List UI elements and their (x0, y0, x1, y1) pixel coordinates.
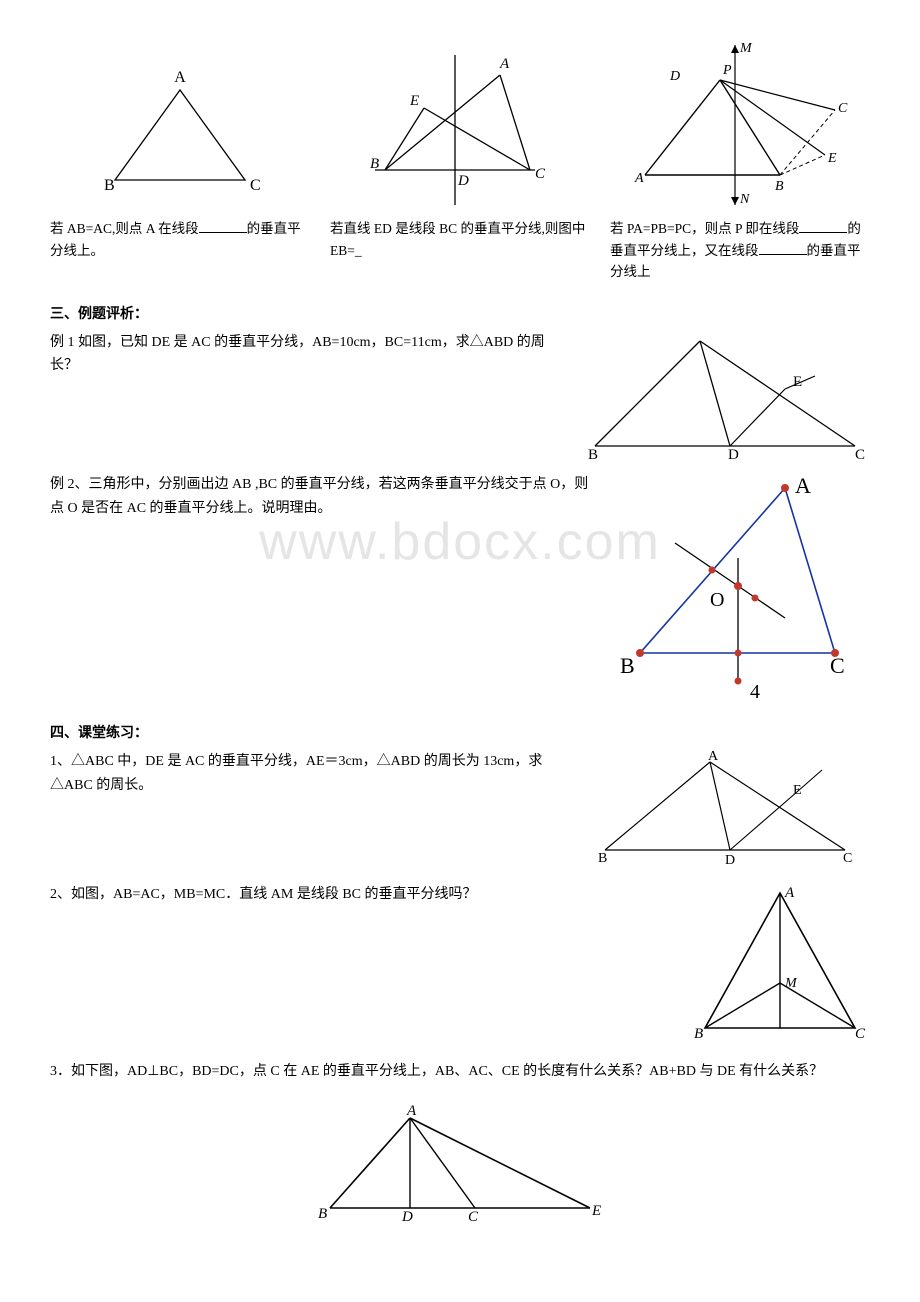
practice-3-text: 3．如下图，AD⊥BC，BD=DC，点 C 在 AE 的垂直平分线上，AB、AC… (50, 1060, 870, 1084)
q1-label-B: B (598, 851, 607, 866)
q2-label-C: C (855, 1026, 866, 1042)
example-1-row: 例 1 如图，已知 DE 是 AC 的垂直平分线，AB=10cm，BC=11cm… (50, 331, 870, 470)
fig3-label-P: P (722, 63, 732, 78)
fig3-blank-2 (759, 240, 807, 255)
example-1-svg: B D C E (580, 331, 870, 461)
practice-2-svg: A B C M (690, 883, 870, 1043)
figure-1-svg-box: A B C (50, 40, 310, 210)
q3-label-B: B (318, 1206, 327, 1222)
section-4-title: 四、课堂练习： (50, 722, 870, 746)
practice-1-svg: A B C D E (590, 750, 870, 870)
top-figure-row: A B C 若 AB=AC,则点 A 在线段的垂直平分线上。 A B C D E (50, 40, 870, 283)
practice-2-text: 2、如图，AB=AC，MB=MC．直线 AM 是线段 BC 的垂直平分线吗？ (50, 883, 678, 907)
practice-1-row: 1、△ABC 中，DE 是 AC 的垂直平分线，AE＝3cm，△ABD 的周长为… (50, 750, 870, 879)
fig2-label-D: D (457, 173, 469, 189)
q3-label-A: A (406, 1103, 417, 1119)
section-3-title: 三、例题评析： (50, 303, 870, 327)
fig3-label-N: N (739, 192, 750, 207)
example-2-svg: A B C O 4 (610, 473, 870, 703)
fig2-label-B: B (370, 156, 379, 172)
fig3-label-C: C (838, 101, 848, 116)
q2-label-B: B (694, 1026, 703, 1042)
figure-2-svg: A B C D E (360, 50, 560, 210)
ex2-label-4: 4 (750, 681, 760, 703)
q3-label-C: C (468, 1209, 479, 1223)
practice-2-row: 2、如图，AB=AC，MB=MC．直线 AM 是线段 BC 的垂直平分线吗？ A… (50, 883, 870, 1052)
fig1-label-B: B (104, 177, 115, 194)
figure-3-svg: M N D P A B C E (625, 40, 855, 210)
ex2-label-B: B (620, 653, 635, 678)
example-2-row: 例 2、三角形中，分别画出边 AB ,BC 的垂直平分线，若这两条垂直平分线交于… (50, 473, 870, 712)
practice-1-text: 1、△ABC 中，DE 是 AC 的垂直平分线，AE＝3cm，△ABD 的周长为… (50, 750, 578, 798)
figure-3-svg-box: M N D P A B C E (610, 40, 870, 210)
fig3-label-D: D (669, 69, 680, 84)
figure-1-svg: A B C (90, 60, 270, 210)
q3-label-E: E (591, 1203, 601, 1219)
practice-3-fig-box: A B D C E (50, 1103, 870, 1232)
ex2-label-C: C (830, 653, 845, 678)
practice-2-fig: A B C M (690, 883, 870, 1052)
example-2-text: 例 2、三角形中，分别画出边 AB ,BC 的垂直平分线，若这两条垂直平分线交于… (50, 473, 598, 521)
figure-3-col: M N D P A B C E 若 PA=PB=PC，则点 P 即在线段的垂直平… (610, 40, 870, 283)
example-1-fig: B D C E (580, 331, 870, 470)
fig3-blank-1 (799, 219, 847, 234)
ex1-label-E: E (793, 374, 802, 390)
fig2-label-E: E (409, 93, 419, 109)
fig2-label-A: A (499, 56, 510, 72)
fig3-label-E: E (827, 151, 837, 166)
figure-2-svg-box: A B C D E (330, 40, 590, 210)
fig3-label-A: A (634, 171, 644, 186)
example-2-fig: A B C O 4 (610, 473, 870, 712)
q1-label-E: E (793, 783, 802, 798)
ex2-label-O: O (710, 589, 724, 611)
fig1-label-C: C (250, 177, 261, 194)
q1-label-C: C (843, 851, 852, 866)
fig3-label-B: B (775, 179, 784, 194)
figure-2-caption: 若直线 ED 是线段 BC 的垂直平分线,则图中 EB=_ (330, 218, 590, 261)
q2-label-A: A (784, 885, 795, 901)
fig3-cap-p1: 若 PA=PB=PC，则点 P 即在线段 (610, 221, 799, 236)
ex1-label-D: D (728, 447, 739, 461)
q1-label-A: A (708, 750, 719, 764)
figure-3-caption: 若 PA=PB=PC，则点 P 即在线段的垂直平分线上，又在线段的垂直平分线上 (610, 218, 870, 283)
q2-label-M: M (784, 976, 798, 991)
figure-1-col: A B C 若 AB=AC,则点 A 在线段的垂直平分线上。 (50, 40, 310, 283)
ex1-label-B: B (588, 447, 598, 461)
practice-1-fig: A B C D E (590, 750, 870, 879)
fig2-label-C: C (535, 166, 546, 182)
fig1-label-A: A (174, 69, 186, 86)
fig1-cap-p1: 若 AB=AC,则点 A 在线段 (50, 221, 199, 236)
q1-label-D: D (725, 853, 735, 868)
fig1-blank (199, 219, 247, 234)
ex1-label-C: C (855, 447, 865, 461)
practice-3-svg: A B D C E (310, 1103, 610, 1223)
fig3-label-M: M (739, 41, 753, 56)
example-1-text: 例 1 如图，已知 DE 是 AC 的垂直平分线，AB=10cm，BC=11cm… (50, 331, 568, 379)
figure-2-col: A B C D E 若直线 ED 是线段 BC 的垂直平分线,则图中 EB=_ (330, 40, 590, 283)
ex2-label-A: A (795, 473, 811, 498)
figure-1-caption: 若 AB=AC,则点 A 在线段的垂直平分线上。 (50, 218, 310, 261)
q3-label-D: D (401, 1209, 413, 1223)
